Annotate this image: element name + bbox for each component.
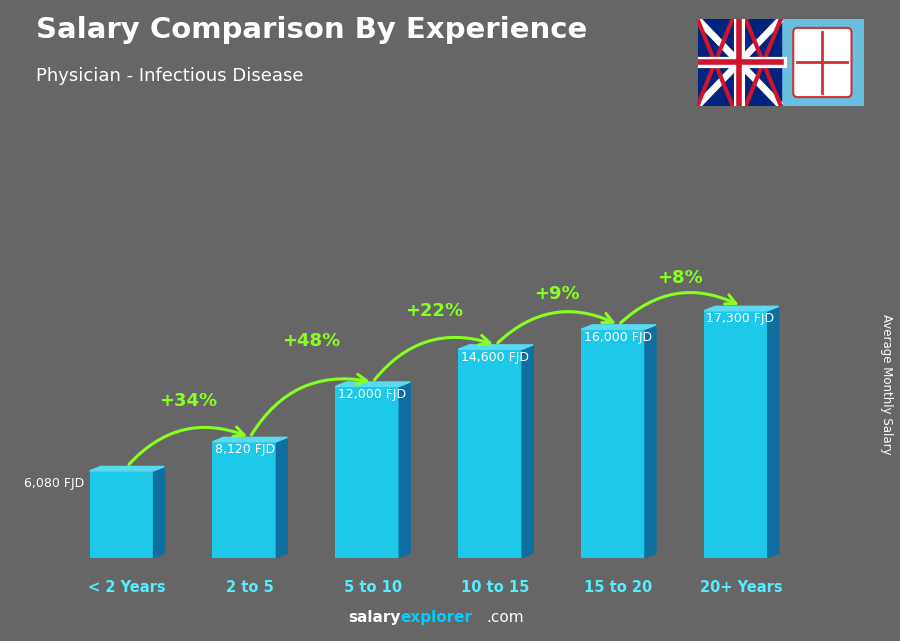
Text: +22%: +22% [405, 302, 464, 320]
Polygon shape [276, 437, 287, 558]
Text: 15 to 20: 15 to 20 [584, 580, 652, 595]
Polygon shape [458, 345, 533, 349]
Text: 20+ Years: 20+ Years [700, 580, 783, 595]
Text: 6,080 FJD: 6,080 FJD [24, 478, 85, 490]
Text: 8,120 FJD: 8,120 FJD [215, 443, 275, 456]
Text: 14,600 FJD: 14,600 FJD [461, 351, 528, 363]
Text: explorer: explorer [400, 610, 472, 625]
Bar [90, 471, 154, 558]
Text: +48%: +48% [283, 332, 340, 350]
Polygon shape [336, 382, 410, 387]
Polygon shape [645, 325, 656, 558]
Bar [581, 329, 645, 558]
Text: 17,300 FJD: 17,300 FJD [706, 312, 775, 325]
Text: 16,000 FJD: 16,000 FJD [583, 331, 652, 344]
Text: +9%: +9% [535, 285, 580, 303]
Text: salary: salary [348, 610, 400, 625]
Bar [458, 349, 522, 558]
Bar [212, 442, 276, 558]
Text: Physician - Infectious Disease: Physician - Infectious Disease [36, 67, 303, 85]
Text: 12,000 FJD: 12,000 FJD [338, 388, 406, 401]
Bar [704, 311, 768, 558]
Polygon shape [522, 345, 533, 558]
Bar [336, 387, 400, 558]
Text: 5 to 10: 5 to 10 [344, 580, 402, 595]
Text: Average Monthly Salary: Average Monthly Salary [880, 314, 893, 455]
Polygon shape [90, 467, 165, 471]
Text: +34%: +34% [159, 392, 218, 410]
Text: .com: .com [486, 610, 524, 625]
Polygon shape [400, 382, 410, 558]
Polygon shape [704, 306, 778, 311]
Text: 10 to 15: 10 to 15 [462, 580, 530, 595]
Text: +8%: +8% [657, 269, 703, 287]
Polygon shape [154, 467, 165, 558]
Polygon shape [768, 306, 778, 558]
Bar [698, 19, 781, 106]
Text: Salary Comparison By Experience: Salary Comparison By Experience [36, 16, 587, 44]
FancyBboxPatch shape [793, 28, 851, 97]
Text: < 2 Years: < 2 Years [88, 580, 166, 595]
Text: 2 to 5: 2 to 5 [226, 580, 274, 595]
Polygon shape [212, 437, 287, 442]
Polygon shape [581, 325, 656, 329]
